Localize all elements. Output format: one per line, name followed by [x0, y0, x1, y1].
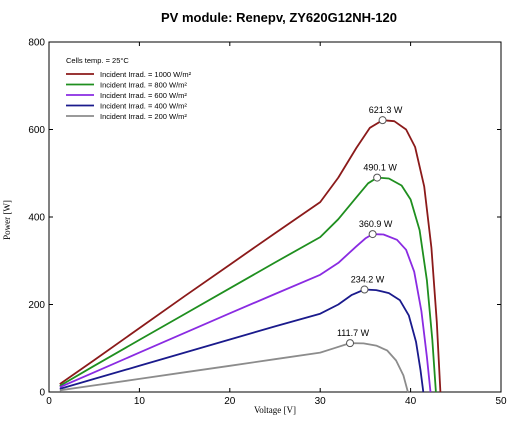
- legend-title: Cells temp. = 25°C: [66, 56, 129, 65]
- peak-label: 621.3 W: [369, 105, 403, 115]
- peak-marker: [360, 285, 369, 294]
- legend-entry: Incident Irrad. = 200 W/m²: [100, 112, 187, 121]
- legend: Cells temp. = 25°C Incident Irrad. = 1000…: [66, 56, 192, 121]
- peak-label: 360.9 W: [359, 219, 393, 229]
- y-tick-label: 600: [28, 125, 45, 136]
- x-tick-label: 50: [495, 396, 507, 407]
- x-tick-label: 40: [405, 396, 417, 407]
- legend-entry: Incident Irrad. = 1000 W/m²: [100, 70, 192, 79]
- x-tick-label: 30: [315, 396, 327, 407]
- legend-entry: Incident Irrad. = 600 W/m²: [100, 91, 187, 100]
- x-tick-label: 10: [134, 396, 146, 407]
- y-tick-label: 400: [28, 213, 45, 224]
- peak-label: 490.1 W: [363, 163, 397, 173]
- y-tick-label: 800: [28, 38, 45, 49]
- x-axis-label: Voltage [V]: [254, 405, 296, 415]
- series-line: [59, 288, 425, 393]
- series-line: [59, 176, 437, 393]
- x-tick-label: 20: [224, 396, 236, 407]
- peak-label: 234.2 W: [351, 275, 385, 285]
- series-line: [59, 342, 409, 393]
- y-tick-label: 200: [28, 300, 45, 311]
- legend-entry: Incident Irrad. = 400 W/m²: [100, 102, 187, 111]
- y-axis-label: Power [W]: [2, 200, 12, 240]
- y-tick-label: 0: [39, 388, 45, 399]
- legend-entry: Incident Irrad. = 800 W/m²: [100, 81, 187, 90]
- x-tick-label: 0: [46, 396, 52, 407]
- axes: 0 10 20 30 40 50 0 200 400 600 800: [28, 38, 507, 408]
- chart-title: PV module: Renepv, ZY620G12NH-120: [161, 10, 397, 25]
- peak-marker: [368, 230, 377, 239]
- peak-marker: [378, 116, 387, 125]
- peak-marker: [373, 173, 382, 182]
- peak-label: 111.7 W: [337, 328, 370, 338]
- peak-marker: [346, 339, 355, 348]
- series-lines: 621.3 W 490.1 W 360.9 W 234.2 W 111.7 W: [59, 105, 442, 393]
- series-line: [59, 119, 442, 393]
- series-line: [59, 233, 432, 393]
